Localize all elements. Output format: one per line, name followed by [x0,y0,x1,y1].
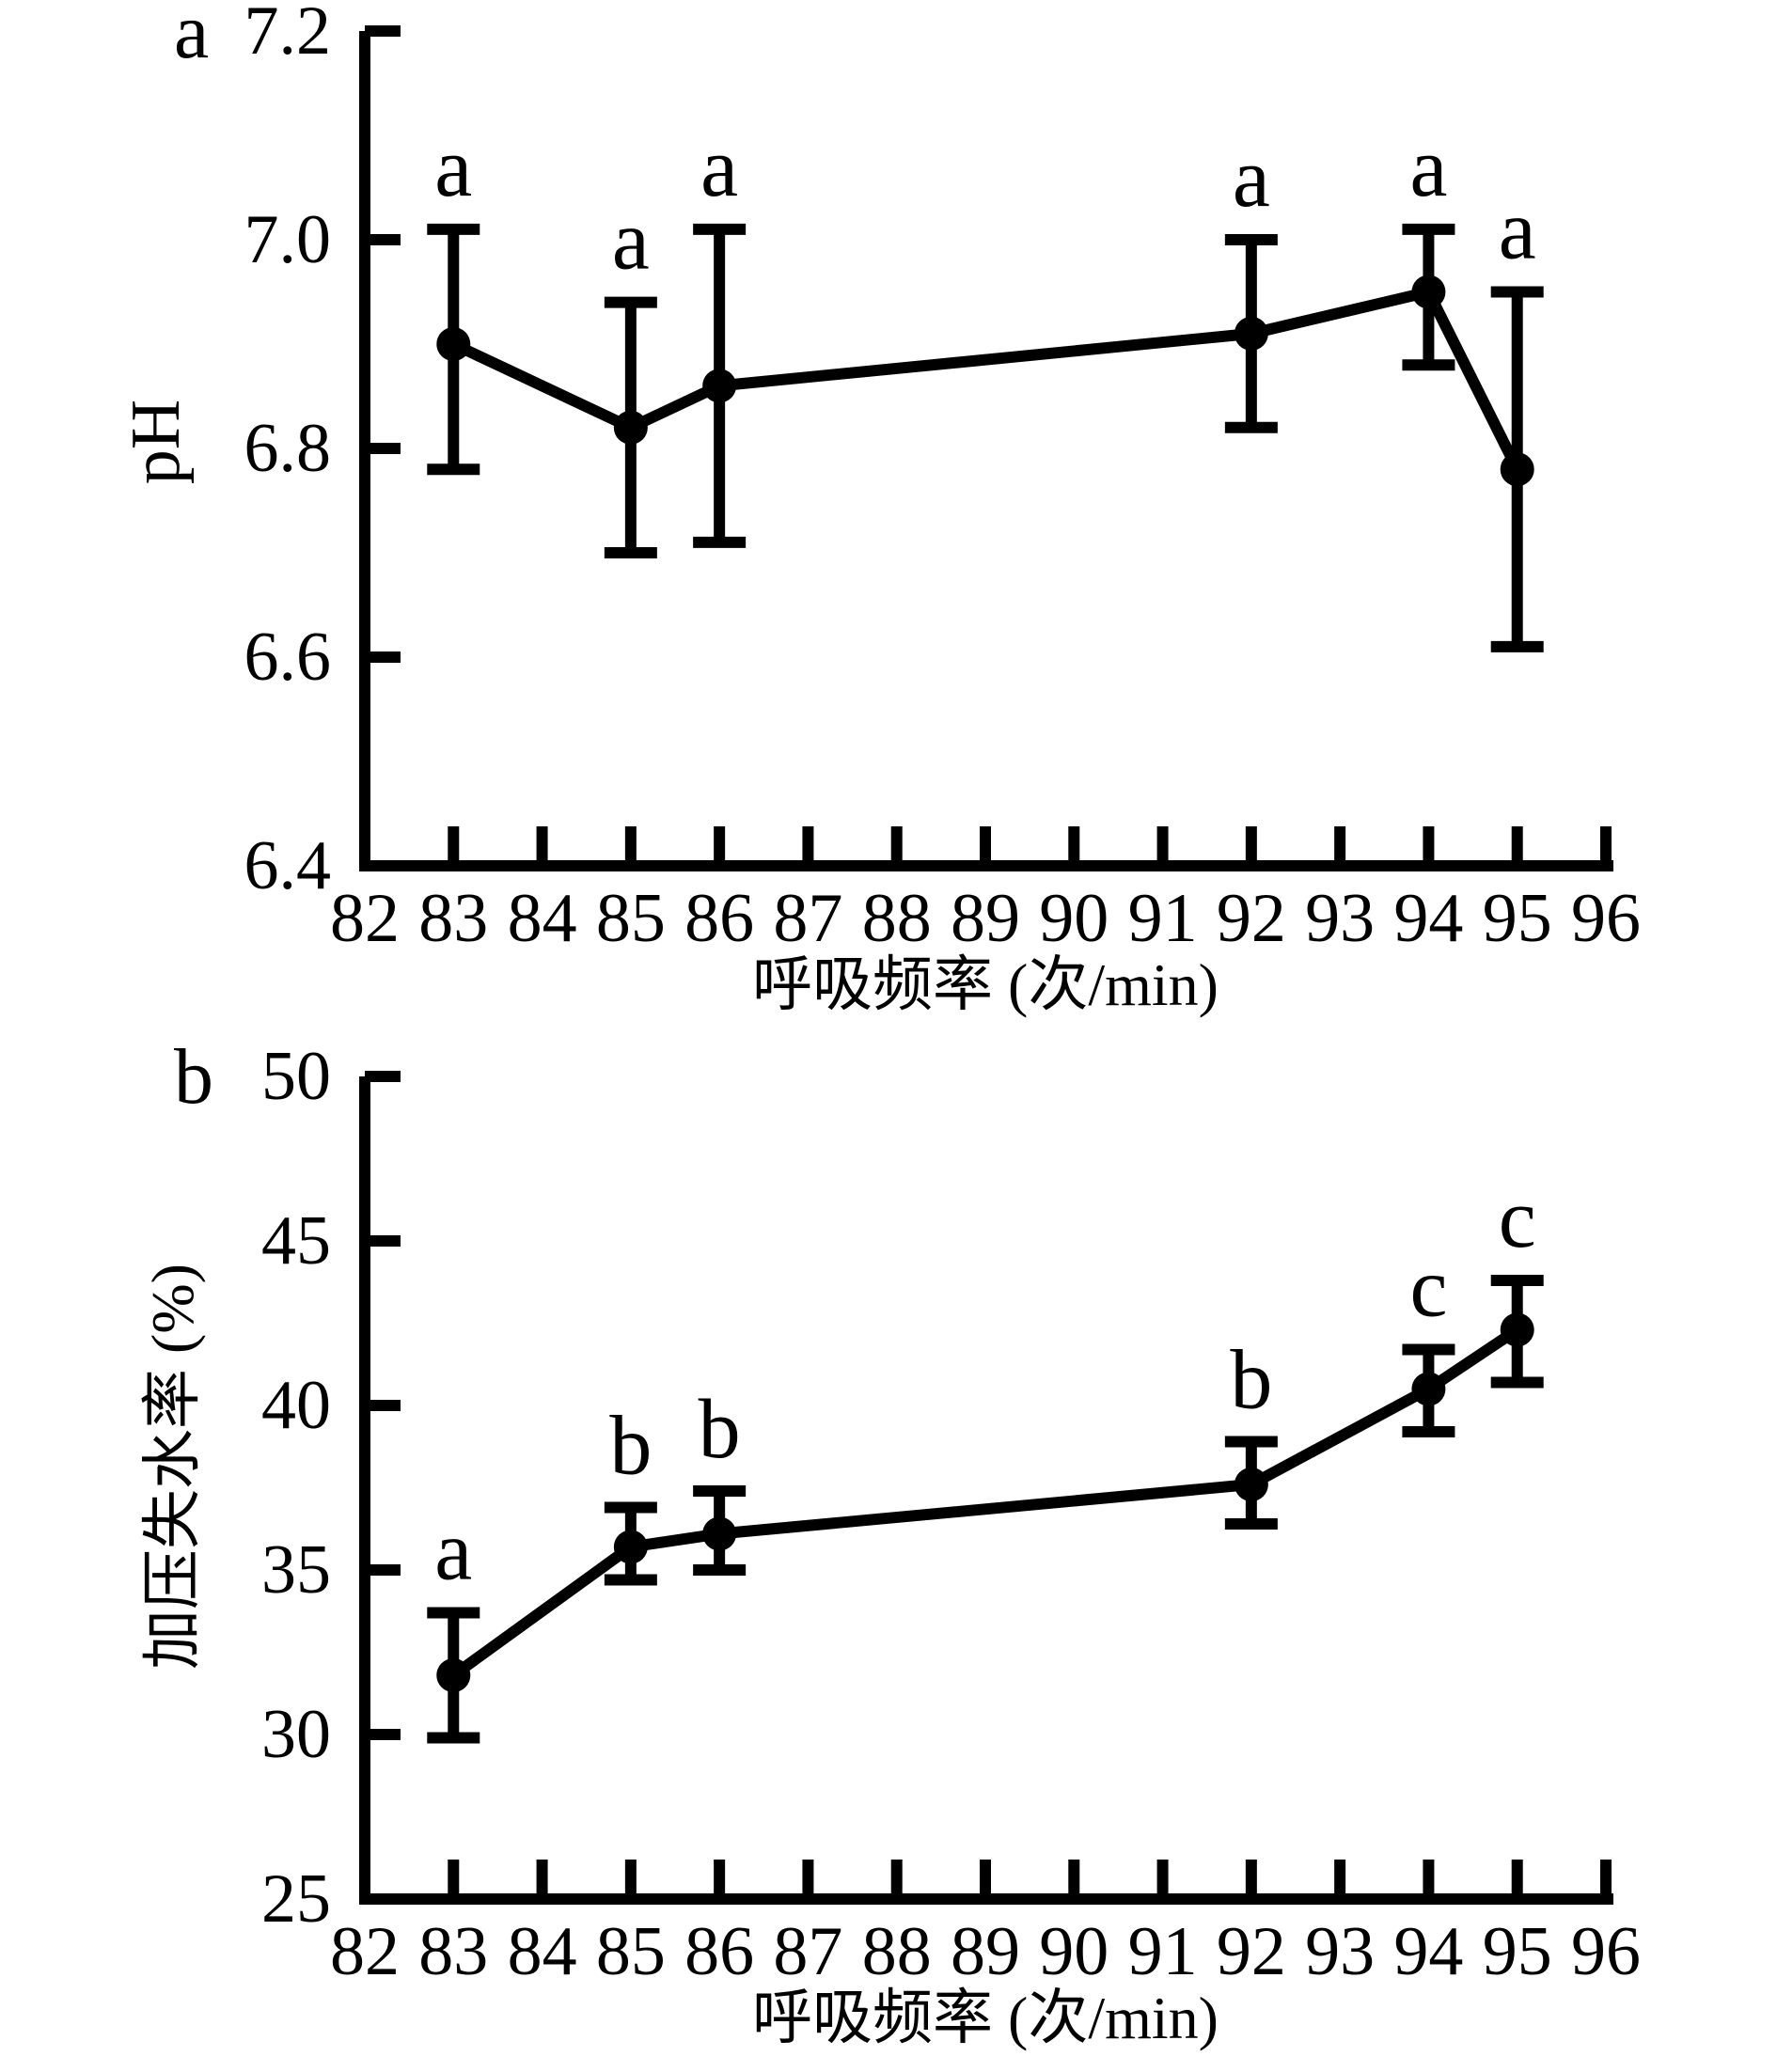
x-tick-label: 86 [684,1913,754,1990]
data-point-marker [613,410,648,445]
y-tick-label: 6.4 [244,827,332,904]
y-tick-label: 35 [261,1531,331,1609]
y-tick-label: 25 [261,1860,331,1938]
significance-letter: b [1230,1334,1272,1427]
axis-lines [359,1076,1613,1905]
y-axis-label: pH [118,400,195,484]
y-tick-label: 7.0 [244,201,332,278]
axis-lines [359,31,1613,871]
data-point-marker [1500,452,1534,487]
significance-letter: a [612,195,650,288]
x-tick-label: 95 [1483,1913,1552,1990]
x-tick-label: 82 [330,1913,400,1990]
panel-b: 25 30 35 40 45 50 82 83 84 85 86 87 88 89 90 91 92 93 94 95… [139,1033,1641,2051]
x-tick-label: 85 [596,880,666,957]
significance-letter: b [699,1383,741,1476]
x-tick-label: 91 [1128,1913,1198,1990]
x-tick-label: 88 [862,880,932,957]
significance-letter: a [1409,121,1447,214]
data-point-marker [702,369,737,403]
data-point-marker [1234,316,1268,351]
x-tick-label: 95 [1483,880,1552,957]
x-axis-label: 呼吸频率 (次/min) [752,951,1219,1018]
x-tick-label: 87 [773,880,842,957]
significance-letter: a [1233,132,1270,225]
x-tick-label: 84 [508,1913,577,1990]
x-tick-label: 92 [1217,1913,1286,1990]
y-tick-label: 30 [261,1696,331,1773]
x-axis-label: 呼吸频率 (次/min) [752,1985,1219,2051]
data-point-marker [436,327,471,361]
x-tick-label: 90 [1039,880,1109,957]
data-point-marker [1411,275,1446,309]
panel-letter: a [174,0,209,75]
x-tick-label: 94 [1393,1913,1463,1990]
x-tick-label: 85 [596,1913,666,1990]
data-point-marker [613,1530,648,1564]
x-tick-label: 83 [418,880,488,957]
y-axis-label: 加压失水率 (%) [139,1264,206,1670]
y-tick-label: 6.8 [244,410,332,487]
x-tick-label: 94 [1393,880,1463,957]
significance-letter: a [1499,184,1536,277]
significance-letter: b [609,1400,652,1493]
significance-letter: a [434,1505,472,1598]
x-tick-label: 88 [862,1913,932,1990]
x-tick-label: 84 [508,880,577,957]
x-tick-label: 93 [1305,880,1375,957]
significance-letter: a [700,121,738,214]
significance-letter: c [1409,1242,1447,1335]
panel-a: 6.46.66.87.07.282 83 84 85 86 87 88 89 90 91 92 93 9… [118,0,1641,1018]
x-tick-label: 83 [418,1913,488,1990]
y-tick-label: 6.6 [244,619,332,696]
data-point-marker [1234,1468,1268,1501]
data-line [449,1325,1521,1680]
x-tick-label: 96 [1571,1913,1641,1990]
data-line [450,285,1523,472]
x-tick-label: 89 [951,1913,1020,1990]
y-tick-label: 50 [261,1038,331,1115]
data-point-marker [1411,1372,1446,1406]
x-tick-label: 96 [1571,880,1641,957]
y-tick-label: 40 [261,1367,331,1444]
significance-letter: a [434,121,472,214]
x-tick-label: 90 [1039,1913,1109,1990]
significance-letter: c [1499,1172,1536,1265]
panel-letter: b [174,1033,213,1121]
x-tick-label: 86 [684,880,754,957]
data-point-marker [702,1516,737,1551]
data-point-marker [436,1658,471,1692]
y-tick-label: 45 [261,1202,331,1279]
x-tick-label: 93 [1305,1913,1375,1990]
x-tick-label: 92 [1217,880,1286,957]
x-tick-label: 91 [1128,880,1198,957]
x-tick-label: 82 [330,880,400,957]
x-tick-label: 87 [773,1913,842,1990]
data-point-marker [1500,1312,1534,1347]
y-tick-label: 7.2 [244,0,332,70]
x-tick-label: 89 [951,880,1020,957]
